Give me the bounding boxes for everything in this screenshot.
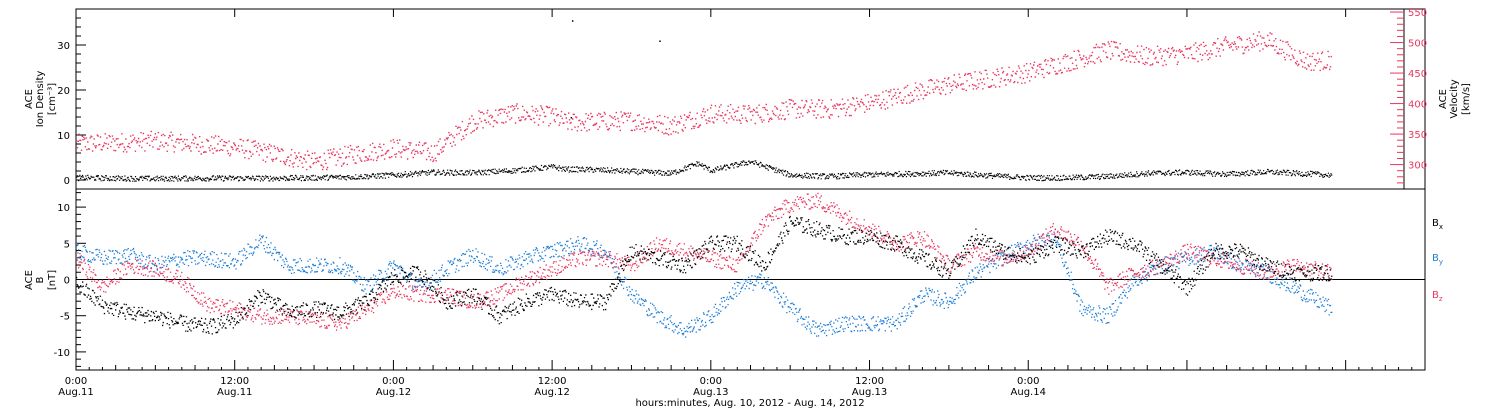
x-tick-time: 0:00 bbox=[65, 376, 87, 387]
bz-points bbox=[76, 192, 1333, 331]
right-ylabel-line1: ACE bbox=[1438, 89, 1449, 109]
legend-by: By bbox=[1432, 253, 1443, 266]
bottom-ticks: -10 -5 0 5 10 bbox=[54, 192, 86, 367]
x-ticks: 0:00Aug.1112:00Aug.110:00Aug.1212:00Aug.… bbox=[58, 9, 1426, 398]
top-series bbox=[76, 20, 1333, 182]
top-left-tick-label: 0 bbox=[64, 176, 70, 187]
x-tick-time: 0:00 bbox=[700, 376, 722, 387]
legend-bz: Bz bbox=[1432, 290, 1443, 303]
x-tick-date: Aug.12 bbox=[376, 387, 411, 398]
top-right-tick-label: 350 bbox=[1408, 130, 1427, 141]
bottom-tick-label: 10 bbox=[57, 203, 70, 214]
top-left-tick-label: 20 bbox=[57, 86, 70, 97]
bottom-tick-label: 5 bbox=[64, 239, 70, 250]
x-tick-date: Aug.14 bbox=[1011, 387, 1046, 398]
top-left-ticks: 0 10 20 30 bbox=[57, 17, 86, 187]
bx-points bbox=[76, 215, 1333, 335]
x-tick-date: Aug.13 bbox=[693, 387, 728, 398]
density-spike bbox=[570, 117, 573, 119]
right-ylabel-line2: Velocity bbox=[1449, 79, 1460, 118]
x-tick-time: 12:00 bbox=[855, 376, 884, 387]
bottom-tick-label: -10 bbox=[54, 348, 70, 359]
x-tick-time: 12:00 bbox=[220, 376, 249, 387]
density-spike bbox=[659, 40, 661, 42]
bottom-tick-label: -5 bbox=[60, 312, 70, 323]
bottom-ylabel-line3: [nT] bbox=[47, 270, 58, 290]
top-right-tick-label: 550 bbox=[1408, 8, 1427, 19]
bottom-tick-label: 0 bbox=[64, 276, 70, 287]
x-tick-date: Aug.11 bbox=[58, 387, 93, 398]
x-tick-time: 12:00 bbox=[538, 376, 567, 387]
top-left-tick-label: 30 bbox=[57, 41, 70, 52]
top-ylabel-line2: Ion Density bbox=[35, 71, 46, 128]
legend-bx: Bx bbox=[1432, 218, 1443, 231]
top-right-tick-label: 400 bbox=[1408, 100, 1427, 111]
top-right-ticks: 300 350 400 450 500 550 bbox=[1390, 8, 1427, 184]
top-right-tick-label: 450 bbox=[1408, 69, 1427, 80]
density-spike bbox=[571, 20, 574, 22]
bottom-ylabel-line1: ACE bbox=[24, 270, 35, 290]
top-ylabel-line3: [cm⁻³] bbox=[47, 83, 58, 115]
x-tick-time: 0:00 bbox=[382, 376, 404, 387]
x-tick-date: Aug.11 bbox=[217, 387, 252, 398]
legend: Bx By Bz bbox=[1432, 218, 1443, 303]
top-right-tick-label: 500 bbox=[1408, 39, 1427, 50]
bottom-ylabel-line2: B bbox=[35, 276, 46, 283]
x-tick-date: Aug.13 bbox=[852, 387, 887, 398]
top-ylabel-line1: ACE bbox=[24, 89, 35, 109]
x-axis-title: hours:minutes, Aug. 10, 2012 - Aug. 14, … bbox=[635, 398, 864, 409]
top-left-tick-label: 10 bbox=[57, 131, 70, 142]
density-points bbox=[76, 160, 1333, 182]
velocity-points bbox=[76, 31, 1332, 171]
x-tick-time: 0:00 bbox=[1017, 376, 1039, 387]
x-tick-date: Aug.12 bbox=[534, 387, 569, 398]
right-ylabel-line3: [km/s] bbox=[1461, 83, 1472, 115]
top-right-tick-label: 300 bbox=[1408, 161, 1427, 172]
bottom-series bbox=[76, 192, 1333, 338]
